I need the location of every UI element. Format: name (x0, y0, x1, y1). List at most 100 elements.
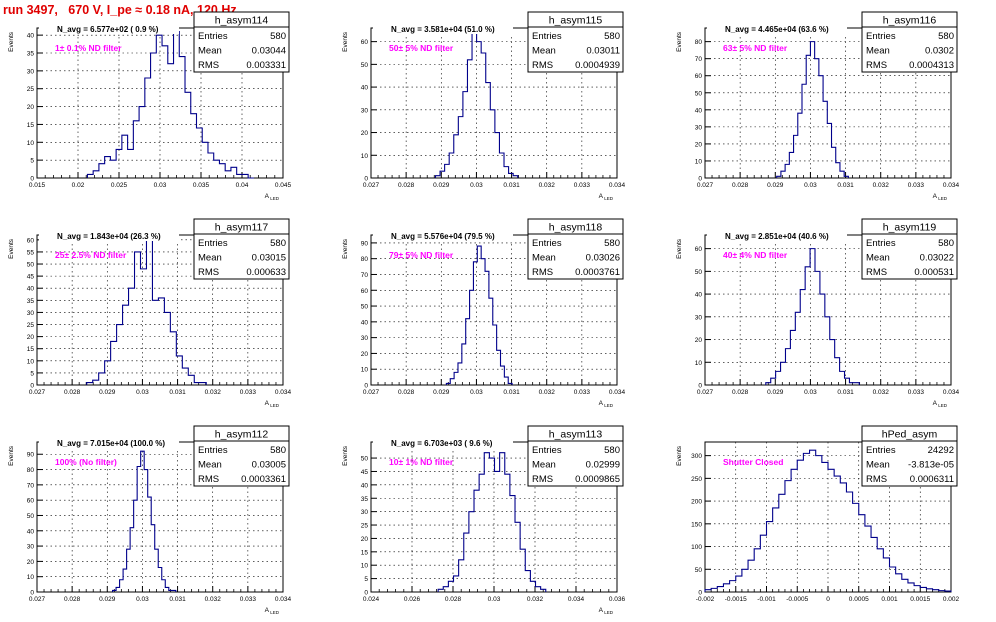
histogram-h_asym113 (437, 452, 547, 592)
stats-label: Entries (198, 238, 228, 249)
stats-label: RMS (198, 267, 219, 278)
x-tick-label: 0.028 (398, 389, 415, 396)
stats-box: h_asym117 Entries 580 Mean 0.03015 RMS 0.00063… (193, 218, 290, 280)
navg-label: N_avg = 2.851e+04 (40.6 %) (707, 230, 847, 241)
x-tick-label: 0.03 (136, 596, 149, 603)
y-tick-label: 80 (361, 256, 369, 263)
stats-value: 0.03011 (586, 46, 620, 57)
navg-text: N_avg = 7.015e+04 (100.0 %) (57, 439, 165, 448)
y-tick-label: 60 (27, 237, 35, 244)
navg-bg (39, 230, 179, 241)
x-tick-label: 0.045 (275, 182, 292, 189)
y-tick-label: 0 (30, 590, 34, 597)
x-tick-label: 0.03 (470, 389, 483, 396)
x-axis-title: A LED (933, 400, 948, 408)
x-tick-label: 0.0015 (910, 596, 930, 603)
navg-bg (707, 230, 847, 241)
x-tick-label: 0.028 (732, 389, 749, 396)
stats-label: RMS (198, 474, 219, 485)
stats-title: h_asym112 (215, 429, 269, 441)
y-tick-label: 40 (27, 528, 35, 535)
x-tick-label: 0.033 (574, 182, 591, 189)
stats-value: 0.000633 (246, 267, 286, 278)
x-tick-label: 0.027 (29, 596, 46, 603)
x-tick-label: 0.032 (539, 182, 556, 189)
stats-title: h_asym114 (215, 15, 269, 27)
stats-label: RMS (866, 60, 887, 71)
x-tick-label: 0.03 (488, 596, 501, 603)
navg-label: N_avg = 7.015e+04 (100.0 %) (39, 437, 179, 448)
panel-h_asym112: 0.027 0.028 0.029 0.03 0.031 0.032 0.033 0.034 0… (8, 425, 292, 615)
filter-label: 1± 0.1% ND filter (55, 43, 122, 53)
y-tick-label: 20 (27, 104, 35, 111)
stats-label: Mean (198, 46, 222, 57)
stats-label: Entries (866, 31, 896, 42)
x-tick-label: 0.03 (804, 182, 817, 189)
panel-h_asym118: 0.027 0.028 0.029 0.03 0.031 0.032 0.033 0.034 0… (342, 218, 626, 408)
stats-label: RMS (532, 474, 553, 485)
x-tick-label: 0.029 (433, 389, 450, 396)
y-tick-label: 60 (361, 39, 369, 46)
y-tick-label: 15 (361, 549, 369, 556)
x-tick-label: 0.025 (111, 182, 128, 189)
y-tick-label: 30 (27, 310, 35, 317)
x-tick-label: 0.033 (240, 389, 257, 396)
y-tick-label: 5 (364, 576, 368, 583)
stats-label: Entries (532, 445, 562, 456)
y-tick-label: 100 (691, 544, 702, 551)
x-axis-title: A LED (265, 400, 280, 408)
navg-text: N_avg = 3.581e+04 (51.0 %) (391, 25, 495, 34)
stats-label: Mean (866, 253, 890, 264)
stats-value: 580 (604, 31, 620, 42)
stats-value: 0.03044 (252, 46, 286, 57)
stats-value: 0.0302 (925, 46, 954, 57)
x-tick-label: 0.03 (154, 182, 167, 189)
stats-box: hPed_asym Entries 24292 Mean -3.813e-05 RMS 0.… (861, 425, 958, 487)
x-tick-label: -0.002 (696, 596, 715, 603)
stats-label: Entries (532, 238, 562, 249)
stats-frame (193, 218, 290, 280)
y-axis-title: Events (8, 445, 15, 466)
y-tick-label: 300 (691, 453, 702, 460)
stats-title: h_asym118 (549, 222, 603, 234)
y-tick-label: 50 (695, 567, 703, 574)
histogram-h_asym118 (445, 245, 513, 385)
stats-title: h_asym116 (883, 15, 937, 27)
x-tick-label: 0.034 (609, 389, 626, 396)
x-axis-title: A LED (265, 193, 280, 201)
filter-label: 25± 2.5% ND filter (55, 250, 127, 260)
stats-title: h_asym117 (215, 222, 269, 234)
x-tick-label: 0.027 (363, 389, 380, 396)
x-tick-label: 0.033 (908, 182, 925, 189)
stats-value: 0.0004313 (909, 60, 954, 71)
stats-value: 580 (938, 238, 954, 249)
navg-label: N_avg = 5.576e+04 (79.5 %) (373, 230, 513, 241)
stats-value: 0.0004939 (575, 60, 620, 71)
stats-value: 580 (938, 31, 954, 42)
y-tick-label: 90 (27, 452, 35, 459)
navg-bg (39, 437, 179, 448)
filter-label: 40± 4% ND filter (723, 250, 788, 260)
y-tick-label: 5 (30, 158, 34, 165)
filter-label: 50± 5% ND filter (389, 43, 454, 53)
navg-label: N_avg = 1.843e+04 (26.3 %) (39, 230, 179, 241)
navg-label: N_avg = 6.703e+03 ( 9.6 %) (373, 437, 513, 448)
x-axis-title: A LED (599, 193, 614, 201)
y-tick-label: 50 (361, 62, 369, 69)
y-tick-label: 90 (361, 240, 369, 247)
histogram-outline (112, 450, 177, 592)
x-tick-label: 0.031 (169, 596, 186, 603)
stats-value: 0.0003361 (241, 474, 286, 485)
y-tick-label: 70 (27, 482, 35, 489)
y-tick-label: 35 (27, 298, 35, 305)
y-tick-label: 0 (30, 176, 34, 183)
histogram-outline (776, 41, 849, 178)
y-tick-label: 30 (361, 335, 369, 342)
histogram-h_asym116 (776, 41, 849, 178)
y-tick-label: 10 (361, 153, 369, 160)
y-tick-label: 5 (30, 370, 34, 377)
filter-label: 100% (No filter) (55, 457, 117, 467)
stats-frame (861, 218, 958, 280)
stats-value: -3.813e-05 (908, 460, 954, 471)
stats-label: Mean (866, 46, 890, 57)
